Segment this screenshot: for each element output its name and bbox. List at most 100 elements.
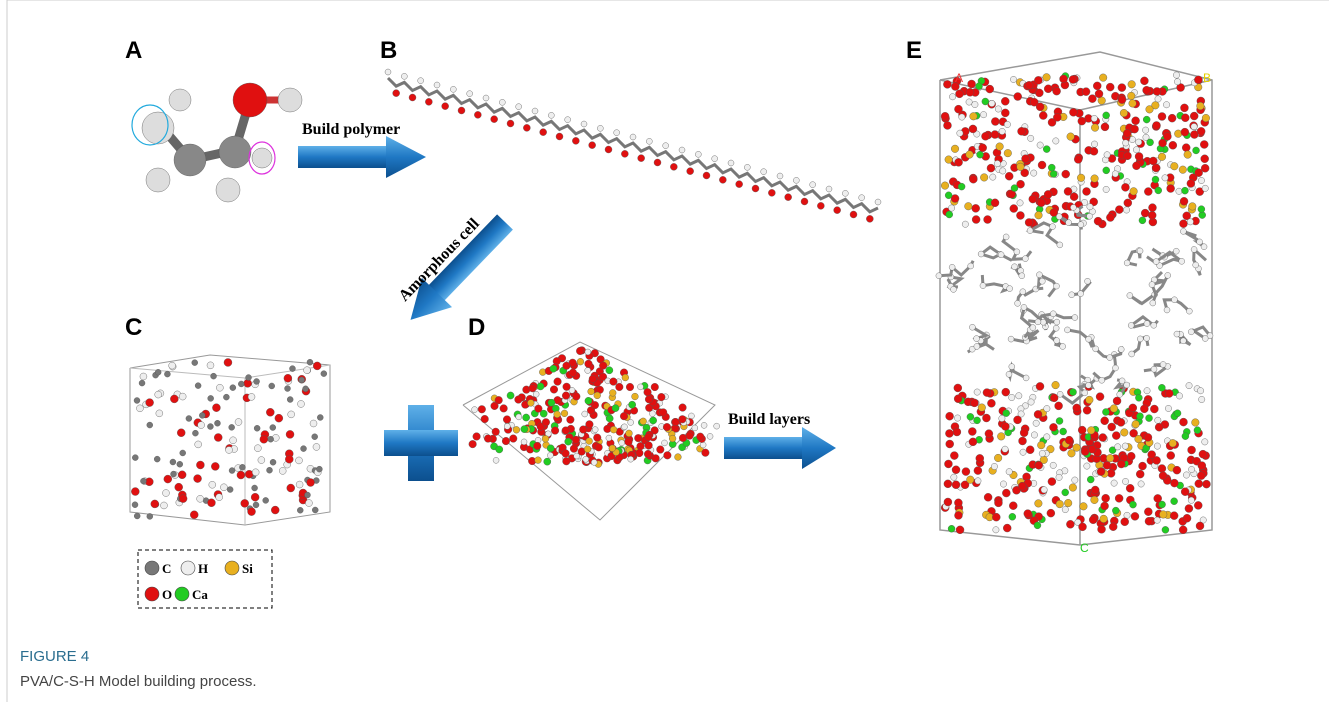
atom	[974, 343, 980, 349]
atom	[1014, 249, 1020, 255]
atom	[978, 404, 986, 412]
atom	[592, 427, 598, 433]
atom	[977, 151, 984, 158]
atom	[656, 446, 664, 454]
atom	[1035, 319, 1041, 325]
atom	[1106, 214, 1114, 222]
atom	[1014, 93, 1022, 101]
atom	[1121, 518, 1129, 526]
atom	[1163, 132, 1171, 140]
atom	[692, 425, 698, 431]
atom	[993, 527, 999, 533]
atom	[502, 437, 510, 445]
atom	[1129, 351, 1135, 357]
atom	[1186, 382, 1192, 388]
atom	[1018, 482, 1026, 490]
atom	[296, 481, 303, 488]
atom	[164, 475, 172, 483]
atom	[701, 422, 707, 428]
atom	[563, 383, 571, 391]
atom	[644, 450, 652, 458]
atom	[859, 195, 865, 201]
atom	[1099, 434, 1107, 442]
atom	[1122, 478, 1128, 484]
atom	[260, 435, 268, 443]
atom	[645, 396, 653, 404]
atom	[1140, 77, 1148, 85]
atom	[1138, 481, 1144, 487]
atom	[248, 393, 255, 400]
atom	[1022, 256, 1028, 262]
atom	[139, 380, 145, 386]
atom	[1093, 82, 1101, 90]
atom	[299, 377, 305, 383]
atom	[573, 393, 581, 401]
atom	[270, 459, 276, 465]
atom	[550, 365, 557, 372]
atom	[614, 130, 620, 136]
atom	[393, 90, 400, 97]
atom	[1091, 124, 1099, 132]
atom	[1004, 149, 1012, 157]
atom	[949, 264, 955, 270]
atom	[834, 207, 841, 214]
atom	[1197, 102, 1205, 110]
atom	[962, 221, 968, 227]
atom	[562, 427, 570, 435]
atom	[644, 433, 652, 441]
atom	[1146, 415, 1153, 422]
atom	[230, 437, 237, 444]
atom	[1078, 291, 1084, 297]
atom	[1057, 242, 1063, 248]
atom	[946, 211, 953, 218]
atom	[1054, 319, 1060, 325]
atom	[1113, 397, 1121, 405]
atom	[1162, 175, 1168, 181]
atom	[1120, 109, 1128, 117]
atom	[134, 397, 140, 403]
atom	[1073, 404, 1081, 412]
atom	[675, 454, 682, 461]
atom	[1072, 315, 1078, 321]
atom	[295, 457, 302, 464]
atom	[1163, 102, 1169, 108]
atom	[316, 466, 322, 472]
atom	[1069, 484, 1077, 492]
atom	[266, 408, 274, 416]
legend-label: H	[198, 561, 208, 576]
atom	[1184, 151, 1192, 159]
atom	[1080, 503, 1088, 511]
atom	[254, 378, 260, 384]
atom	[1171, 162, 1179, 170]
atom	[252, 485, 258, 491]
atom	[948, 525, 955, 532]
atom	[131, 488, 139, 496]
atom	[980, 283, 986, 289]
atom	[638, 384, 644, 390]
atom	[679, 434, 687, 442]
atom	[1001, 109, 1009, 117]
atom	[972, 101, 978, 107]
atom	[982, 98, 989, 105]
atom	[968, 428, 976, 436]
atom	[286, 430, 294, 438]
atom	[238, 381, 244, 387]
atom	[271, 506, 279, 514]
atom	[1028, 399, 1034, 405]
atom	[285, 455, 293, 463]
atom	[1001, 422, 1009, 430]
atom	[515, 396, 523, 404]
atom	[581, 121, 587, 127]
atom	[1144, 433, 1152, 441]
atom	[944, 460, 952, 468]
atom	[1100, 515, 1108, 523]
atom	[589, 375, 597, 383]
atom	[1202, 185, 1208, 191]
atom	[1034, 522, 1041, 529]
atom	[1043, 73, 1051, 81]
atom	[174, 144, 206, 176]
atom	[1129, 404, 1137, 412]
atom	[638, 155, 645, 162]
atom	[1147, 139, 1154, 146]
atom	[1176, 188, 1182, 194]
